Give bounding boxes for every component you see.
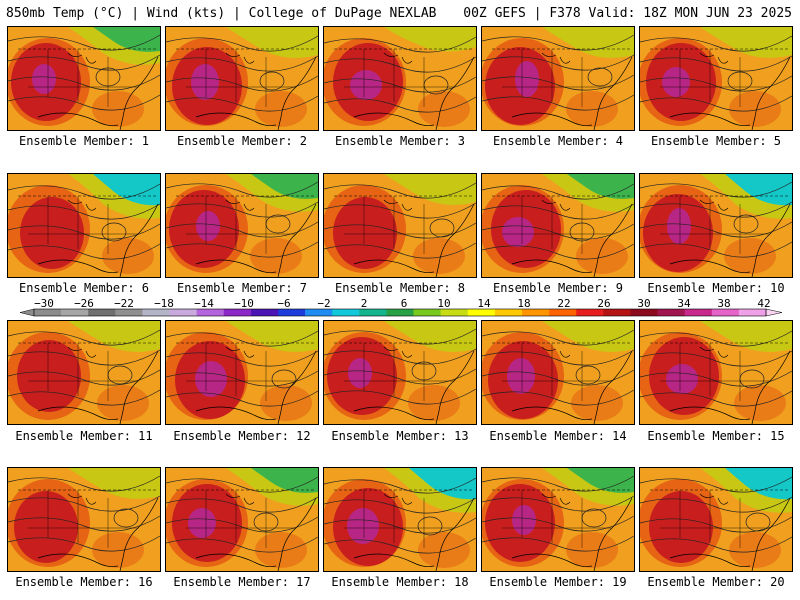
ensemble-member-label: Ensemble Member: 4 — [492, 134, 624, 148]
ensemble-member-map — [639, 173, 793, 278]
ensemble-member-label: Ensemble Member: 1 — [18, 134, 150, 148]
ensemble-member-label: Ensemble Member: 15 — [647, 429, 785, 443]
colorbar-tick-label: −6 — [277, 297, 291, 310]
ensemble-member-label: Ensemble Member: 12 — [173, 429, 311, 443]
colorbar — [0, 297, 800, 321]
ensemble-member-label: Ensemble Member: 11 — [15, 429, 153, 443]
colorbar-tick-label: −18 — [154, 297, 174, 310]
colorbar-tick-label: 6 — [400, 297, 408, 310]
ensemble-member-map — [481, 320, 635, 425]
colorbar-tick-label: 2 — [360, 297, 368, 310]
ensemble-member-map — [165, 26, 319, 131]
colorbar-tick-label: 30 — [637, 297, 651, 310]
colorbar-tick-label: 26 — [597, 297, 611, 310]
ensemble-member-map — [165, 467, 319, 572]
ensemble-member-label: Ensemble Member: 7 — [176, 281, 308, 295]
valid-time: 00Z GEFS | F378 Valid: 18Z MON JUN 23 20… — [463, 6, 792, 21]
ensemble-member-label: Ensemble Member: 8 — [334, 281, 466, 295]
ensemble-member-label: Ensemble Member: 13 — [331, 429, 469, 443]
ensemble-member-map — [323, 26, 477, 131]
ensemble-member-map — [165, 173, 319, 278]
ensemble-member-label: Ensemble Member: 17 — [173, 575, 311, 589]
colorbar-tick-label: 42 — [757, 297, 771, 310]
ensemble-member-map — [481, 26, 635, 131]
colorbar-tick-label: 10 — [437, 297, 451, 310]
colorbar-tick-label: 38 — [717, 297, 731, 310]
ensemble-member-map — [639, 320, 793, 425]
ensemble-member-map — [323, 320, 477, 425]
ensemble-member-label: Ensemble Member: 10 — [647, 281, 785, 295]
colorbar-tick-label: 34 — [677, 297, 691, 310]
colorbar-tick-label: −10 — [234, 297, 254, 310]
colorbar-tick-label: −2 — [317, 297, 331, 310]
colorbar-tick-label: 22 — [557, 297, 571, 310]
colorbar-tick-label: −14 — [194, 297, 214, 310]
ensemble-member-map — [323, 467, 477, 572]
ensemble-member-map — [481, 467, 635, 572]
ensemble-member-map — [7, 26, 161, 131]
ensemble-member-label: Ensemble Member: 6 — [18, 281, 150, 295]
ensemble-member-map — [323, 173, 477, 278]
ensemble-member-label: Ensemble Member: 14 — [489, 429, 627, 443]
colorbar-tick-label: 18 — [517, 297, 531, 310]
colorbar-tick-label: −30 — [34, 297, 54, 310]
ensemble-member-label: Ensemble Member: 9 — [492, 281, 624, 295]
ensemble-member-map — [7, 467, 161, 572]
ensemble-member-label: Ensemble Member: 19 — [489, 575, 627, 589]
colorbar-tick-label: −22 — [114, 297, 134, 310]
ensemble-member-map — [481, 173, 635, 278]
colorbar-tick-label: −26 — [74, 297, 94, 310]
ensemble-member-map — [7, 320, 161, 425]
ensemble-member-map — [7, 173, 161, 278]
ensemble-member-label: Ensemble Member: 2 — [176, 134, 308, 148]
ensemble-member-label: Ensemble Member: 5 — [650, 134, 782, 148]
ensemble-member-map — [639, 26, 793, 131]
chart-title: 850mb Temp (°C) | Wind (kts) | College o… — [6, 6, 437, 21]
ensemble-member-map — [639, 467, 793, 572]
ensemble-member-label: Ensemble Member: 18 — [331, 575, 469, 589]
ensemble-member-label: Ensemble Member: 3 — [334, 134, 466, 148]
ensemble-member-label: Ensemble Member: 20 — [647, 575, 785, 589]
ensemble-member-label: Ensemble Member: 16 — [15, 575, 153, 589]
ensemble-member-map — [165, 320, 319, 425]
colorbar-tick-label: 14 — [477, 297, 491, 310]
